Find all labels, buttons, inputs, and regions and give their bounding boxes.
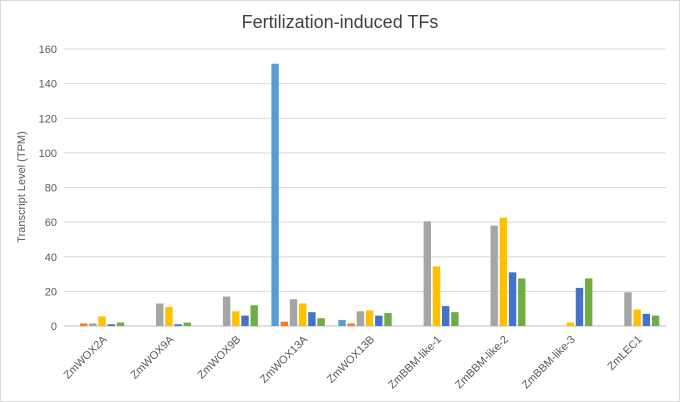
x-axis-ticks: ZmWOX2A ZmWOX9A ZmWOX9B ZmWOX13A ZmWOX13B ZmB… (62, 333, 645, 391)
bar (89, 323, 97, 326)
bar (384, 313, 392, 326)
y-tick-label: 160 (39, 44, 57, 56)
bar (222, 296, 231, 326)
y-tick-label: 20 (45, 286, 57, 298)
bar (280, 321, 289, 326)
bar (423, 221, 431, 326)
bar (338, 319, 346, 326)
bar (642, 313, 651, 326)
bar (116, 322, 125, 326)
bar (174, 324, 182, 326)
bar (107, 324, 115, 326)
bar (98, 316, 106, 326)
y-axis-ticks: 0 20 40 60 80 100 120 140 160 (39, 44, 57, 333)
y-tick-label: 40 (45, 252, 57, 264)
bar (508, 272, 517, 326)
bar (624, 292, 632, 326)
x-tick-label: ZmWOX2A (62, 333, 110, 381)
y-tick-label: 100 (39, 148, 57, 160)
bar (356, 311, 365, 326)
bar (584, 278, 593, 326)
bar (451, 312, 459, 326)
bar (232, 311, 240, 326)
bar (566, 322, 574, 326)
bar (79, 323, 88, 326)
bar (271, 63, 279, 326)
bar (299, 303, 307, 326)
bar (432, 266, 441, 326)
bar (651, 315, 660, 326)
y-tick-label: 140 (39, 79, 57, 91)
y-tick-label: 60 (45, 217, 57, 229)
bars (79, 63, 660, 326)
bar (183, 322, 192, 326)
gridlines (64, 48, 666, 327)
bar (490, 225, 498, 326)
y-tick-label: 0 (51, 321, 57, 333)
bar (375, 315, 383, 326)
bar (347, 323, 355, 326)
bar (308, 312, 316, 326)
y-tick-label: 80 (45, 183, 57, 195)
bar (317, 318, 325, 326)
bar (250, 305, 258, 326)
x-tick-label: ZmBBM-like-3 (520, 334, 578, 392)
x-tick-label: ZmLEC1 (605, 334, 644, 373)
bar (241, 315, 249, 326)
bar (575, 287, 584, 326)
bar (518, 278, 526, 326)
chart-title: Fertilization-induced TFs (241, 12, 439, 32)
x-tick-label: ZmWOX9A (129, 333, 177, 381)
x-tick-label: ZmWOX9B (196, 334, 244, 382)
bar (165, 306, 173, 326)
bar (499, 217, 508, 326)
bar (633, 309, 641, 326)
x-tick-label: ZmBBM-like-1 (386, 334, 444, 392)
x-tick-label: ZmWOX13A (258, 333, 311, 386)
x-tick-label: ZmBBM-like-2 (453, 334, 511, 392)
bar (365, 310, 374, 326)
bar (156, 303, 164, 326)
bar (289, 299, 298, 326)
bar (441, 306, 450, 326)
x-tick-label: ZmWOX13B (325, 334, 377, 386)
y-axis-label: Transcript Level (TPM) (16, 131, 28, 242)
y-tick-label: 120 (39, 113, 57, 125)
